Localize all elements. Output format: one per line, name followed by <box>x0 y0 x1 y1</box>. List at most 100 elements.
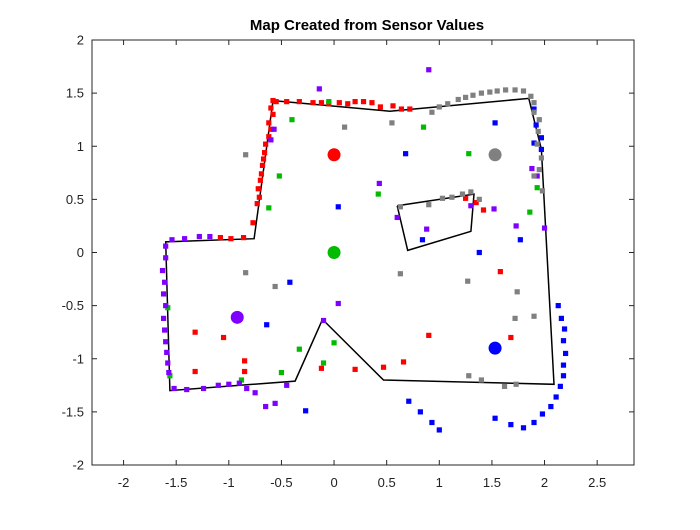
red-sensor-point <box>266 134 272 140</box>
red-sensor-point <box>345 101 351 107</box>
blue-sensor-point <box>539 411 546 417</box>
gray-sensor-point <box>535 128 541 134</box>
red-sensor-point <box>463 195 469 201</box>
green-sensor-point <box>375 191 381 197</box>
x-tick-label: 0.5 <box>378 475 396 490</box>
y-tick-label: 0 <box>77 245 84 260</box>
blue-sensor-point <box>553 394 559 400</box>
purple-sensor-point <box>160 291 167 297</box>
x-tick-label: 1.5 <box>483 475 501 490</box>
x-tick-label: 2 <box>541 475 548 490</box>
green-sensor-point <box>534 185 540 191</box>
purple-sensor-point <box>534 173 540 179</box>
y-tick-label: 1.5 <box>66 86 84 101</box>
red-sensor-point <box>390 103 396 109</box>
blue-sensor-point <box>560 362 567 368</box>
chart-title: Map Created from Sensor Values <box>250 17 484 34</box>
gray-sensor-point <box>429 109 435 115</box>
red-sensor-point <box>380 364 387 370</box>
red-sensor-point <box>318 100 325 106</box>
blue-robot-marker <box>488 341 502 355</box>
purple-sensor-point <box>529 165 535 172</box>
purple-robot-marker <box>230 310 244 324</box>
red-sensor-point <box>242 368 248 375</box>
gray-sensor-point <box>536 167 542 173</box>
red-sensor-point <box>257 177 263 183</box>
y-tick-label: -0.5 <box>62 298 84 313</box>
x-tick-label: 2.5 <box>588 475 606 490</box>
red-sensor-point <box>192 368 198 375</box>
purple-sensor-point <box>252 390 258 396</box>
purple-sensor-point <box>335 300 341 307</box>
gray-sensor-point <box>536 117 542 123</box>
gray-sensor-point <box>514 289 520 295</box>
x-tick-label: -1.5 <box>165 475 187 490</box>
red-sensor-point <box>352 366 358 372</box>
green-sensor-point <box>296 346 302 352</box>
blue-sensor-point <box>561 326 568 332</box>
blue-sensor-point <box>335 204 341 210</box>
gray-sensor-point <box>272 283 278 290</box>
purple-sensor-point <box>268 137 274 143</box>
y-tick-label: -2 <box>72 458 84 473</box>
gray-sensor-point <box>426 202 432 208</box>
gray-sensor-point <box>445 101 451 107</box>
blue-sensor-point <box>303 408 309 414</box>
blue-sensor-point <box>417 409 423 415</box>
red-sensor-point <box>270 111 276 117</box>
gray-sensor-point <box>513 381 519 387</box>
red-sensor-point <box>508 334 514 341</box>
red-sensor-point <box>261 150 268 156</box>
blue-sensor-point <box>429 419 435 426</box>
gray-sensor-point <box>463 94 469 100</box>
green-sensor-point <box>238 377 245 383</box>
gray-sensor-point <box>436 104 442 110</box>
gray-sensor-point <box>520 88 527 94</box>
red-sensor-point <box>426 332 432 338</box>
gray-sensor-point <box>466 373 472 379</box>
red-sensor-point <box>255 186 261 192</box>
red-sensor-point <box>217 235 223 241</box>
green-sensor-point <box>276 173 282 179</box>
blue-sensor-point <box>562 350 569 357</box>
gray-sensor-point <box>512 315 518 321</box>
purple-sensor-point <box>215 382 221 388</box>
red-sensor-point <box>259 162 266 168</box>
purple-sensor-point <box>164 349 170 355</box>
blue-sensor-point <box>531 106 537 112</box>
purple-sensor-point <box>244 385 250 392</box>
red-sensor-point <box>254 201 260 207</box>
outer-wall-line <box>164 97 555 392</box>
gray-sensor-point <box>487 89 493 95</box>
purple-sensor-point <box>196 233 202 240</box>
red-sensor-point <box>480 207 487 213</box>
blue-sensor-point <box>533 122 539 128</box>
purple-sensor-point <box>200 385 207 392</box>
red-sensor-point <box>220 334 227 341</box>
gray-sensor-point <box>243 270 249 276</box>
blue-sensor-point <box>476 249 482 256</box>
gray-sensor-point <box>531 100 537 106</box>
gray-sensor-point <box>503 87 509 93</box>
green-sensor-point <box>167 373 173 379</box>
red-sensor-point <box>407 106 413 112</box>
red-sensor-point <box>268 126 274 132</box>
purple-sensor-point <box>163 339 169 345</box>
purple-sensor-point <box>162 279 168 285</box>
gray-sensor-point <box>459 191 466 197</box>
blue-sensor-point <box>557 383 563 389</box>
green-sensor-point <box>266 205 272 211</box>
y-tick-label: 0.5 <box>66 192 84 207</box>
gray-sensor-point <box>539 188 546 194</box>
gray-sensor-point <box>243 152 249 158</box>
red-sensor-point <box>318 365 325 371</box>
gray-sensor-point <box>341 124 348 130</box>
gray-sensor-point <box>531 313 537 319</box>
blue-sensor-point <box>492 120 498 126</box>
red-sensor-point <box>268 105 274 111</box>
purple-sensor-point <box>184 386 190 393</box>
red-sensor-point <box>284 99 290 105</box>
purple-sensor-point <box>226 381 232 387</box>
